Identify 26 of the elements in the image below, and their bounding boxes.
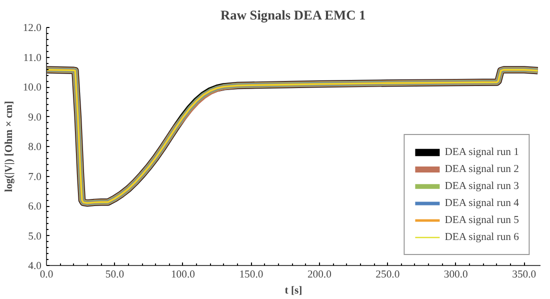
legend-label: DEA signal run 1 [444,146,519,158]
y-tick-label: 11.0 [23,52,42,64]
x-tick-label: 100.0 [170,270,195,280]
x-tick-label: 200.0 [307,270,332,280]
chart-title: Raw Signals DEA EMC 1 [220,8,366,22]
y-tick-label: 10.0 [22,82,42,94]
x-tick-label: 250.0 [376,270,400,280]
x-tick-label: 350.0 [512,270,536,280]
y-axis-title: log(|V|) [Ohm × cm] [4,101,15,192]
legend-label: DEA signal run 6 [444,232,519,242]
x-axis-title: t [s] [284,286,302,296]
legend-label: DEA signal run 3 [444,180,519,192]
x-tick-label: 300.0 [444,270,468,280]
y-tick-label: 12.0 [22,23,42,34]
legend-label: DEA signal run 4 [444,198,519,208]
y-tick-label: 8.0 [28,142,42,153]
legend-label: DEA signal run 2 [444,164,519,174]
y-tick-label: 7.0 [28,172,42,183]
y-tick-label: 5.0 [28,231,42,242]
x-tick-label: 0.0 [40,270,54,280]
x-tick-label: 150.0 [239,270,264,280]
y-tick-label: 6.0 [28,202,42,212]
y-tick-label: 4.0 [28,261,42,272]
legend-label: DEA signal run 5 [444,214,519,226]
y-tick-label: 9.0 [28,112,42,124]
x-tick-label: 50.0 [105,270,124,280]
